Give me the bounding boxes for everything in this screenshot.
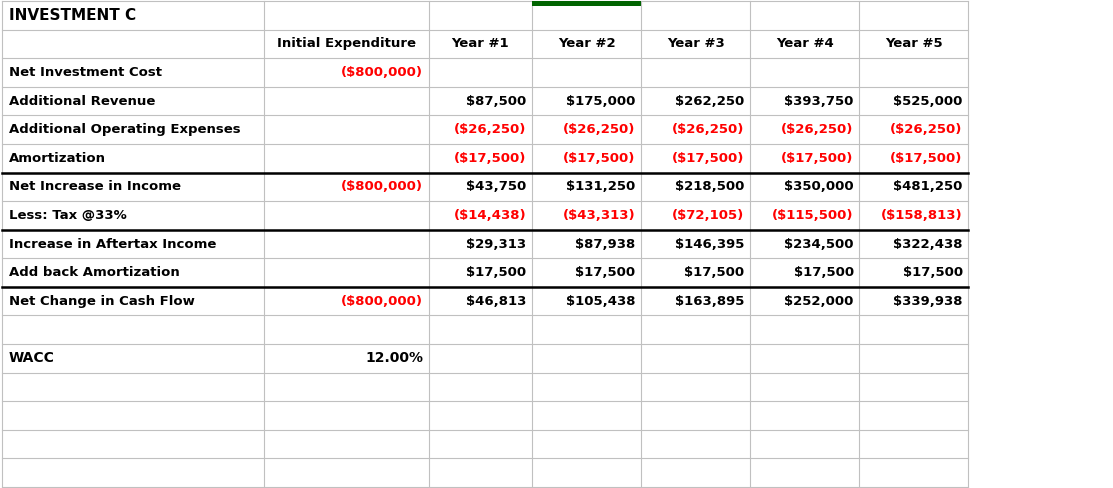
Text: $17,500: $17,500: [684, 266, 745, 279]
Text: $525,000: $525,000: [894, 95, 963, 107]
Text: $481,250: $481,250: [894, 181, 963, 193]
Bar: [2, 1, 968, 487]
Text: $17,500: $17,500: [794, 266, 854, 279]
Text: $43,750: $43,750: [466, 181, 526, 193]
Text: Additional Revenue: Additional Revenue: [9, 95, 156, 107]
Text: ($26,250): ($26,250): [890, 123, 963, 136]
Text: ($158,813): ($158,813): [881, 209, 963, 222]
Text: ($26,250): ($26,250): [454, 123, 526, 136]
Text: $218,500: $218,500: [676, 181, 745, 193]
Text: 12.00%: 12.00%: [365, 351, 423, 366]
Text: Amortization: Amortization: [9, 152, 106, 165]
Text: $234,500: $234,500: [785, 238, 854, 250]
Text: Year #5: Year #5: [885, 38, 943, 50]
Text: $17,500: $17,500: [466, 266, 526, 279]
Text: Initial Expenditure: Initial Expenditure: [277, 38, 415, 50]
Text: $87,500: $87,500: [466, 95, 526, 107]
Text: $46,813: $46,813: [466, 295, 526, 307]
Text: $393,750: $393,750: [785, 95, 854, 107]
Text: $17,500: $17,500: [575, 266, 636, 279]
Text: ($17,500): ($17,500): [454, 152, 526, 165]
Text: ($800,000): ($800,000): [341, 295, 423, 307]
Text: Net Change in Cash Flow: Net Change in Cash Flow: [9, 295, 195, 307]
Text: ($26,250): ($26,250): [672, 123, 745, 136]
Text: Year #2: Year #2: [558, 38, 615, 50]
Text: $131,250: $131,250: [567, 181, 636, 193]
Text: Additional Operating Expenses: Additional Operating Expenses: [9, 123, 240, 136]
Text: ($26,250): ($26,250): [781, 123, 854, 136]
Bar: [532, 1, 641, 6]
Text: $350,000: $350,000: [784, 181, 854, 193]
Text: Add back Amortization: Add back Amortization: [9, 266, 179, 279]
Text: $146,395: $146,395: [676, 238, 745, 250]
Text: $29,313: $29,313: [466, 238, 526, 250]
Text: Increase in Aftertax Income: Increase in Aftertax Income: [9, 238, 216, 250]
Text: $252,000: $252,000: [785, 295, 854, 307]
Text: WACC: WACC: [9, 351, 55, 366]
Text: $87,938: $87,938: [575, 238, 636, 250]
Text: Net Increase in Income: Net Increase in Income: [9, 181, 181, 193]
Text: $339,938: $339,938: [894, 295, 963, 307]
Text: Less: Tax @33%: Less: Tax @33%: [9, 209, 127, 222]
Text: Year #1: Year #1: [452, 38, 509, 50]
Text: $322,438: $322,438: [894, 238, 963, 250]
Text: $105,438: $105,438: [567, 295, 636, 307]
Text: ($17,500): ($17,500): [781, 152, 854, 165]
Text: ($26,250): ($26,250): [563, 123, 636, 136]
Text: Net Investment Cost: Net Investment Cost: [9, 66, 161, 79]
Text: ($14,438): ($14,438): [454, 209, 526, 222]
Text: ($115,500): ($115,500): [772, 209, 854, 222]
Text: ($17,500): ($17,500): [890, 152, 963, 165]
Text: ($17,500): ($17,500): [672, 152, 745, 165]
Text: ($43,313): ($43,313): [563, 209, 636, 222]
Text: ($17,500): ($17,500): [563, 152, 636, 165]
Text: $163,895: $163,895: [676, 295, 745, 307]
Text: Year #4: Year #4: [776, 38, 834, 50]
Text: ($800,000): ($800,000): [341, 66, 423, 79]
Text: ($800,000): ($800,000): [341, 181, 423, 193]
Text: $17,500: $17,500: [903, 266, 963, 279]
Text: Year #3: Year #3: [667, 38, 725, 50]
Text: $175,000: $175,000: [567, 95, 636, 107]
Text: $262,250: $262,250: [676, 95, 745, 107]
Text: ($72,105): ($72,105): [672, 209, 745, 222]
Text: INVESTMENT C: INVESTMENT C: [9, 8, 136, 23]
